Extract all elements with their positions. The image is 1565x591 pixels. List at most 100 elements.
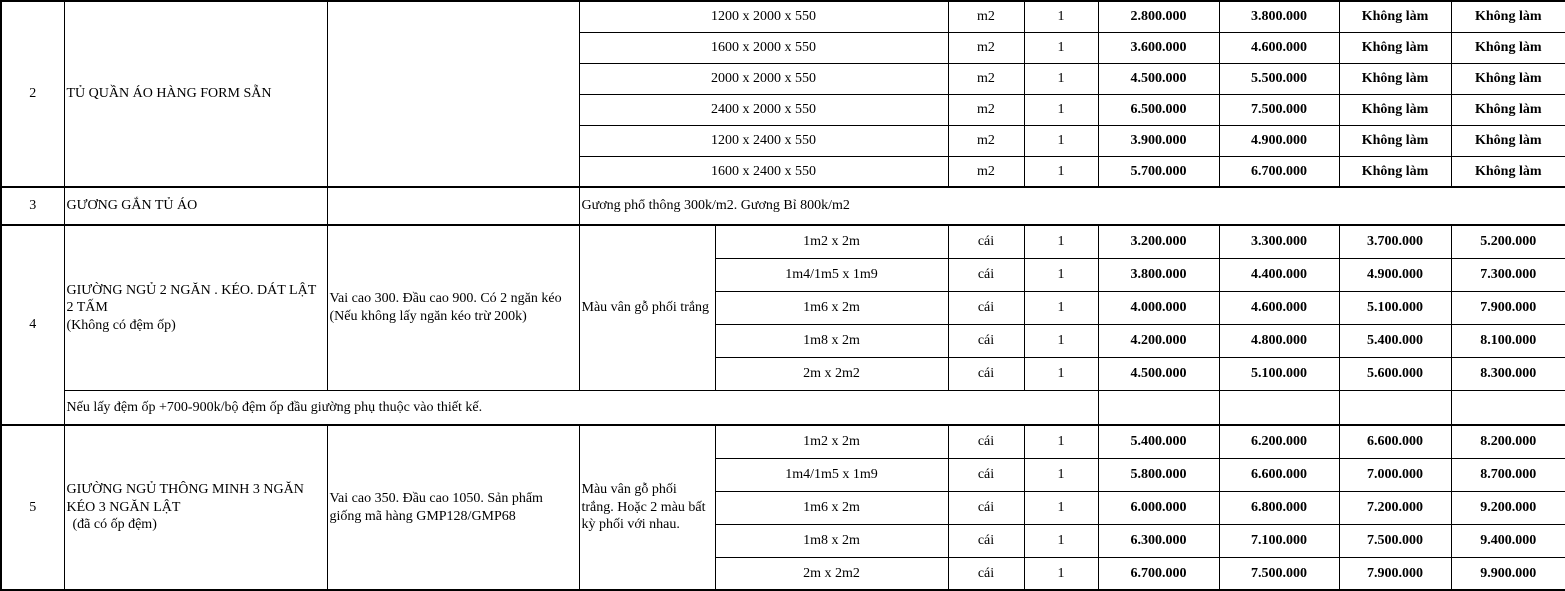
price-cell: 4.600.000 bbox=[1218, 290, 1340, 325]
qty-cell: 1 bbox=[1023, 490, 1099, 525]
unit-cell: m2 bbox=[947, 93, 1025, 126]
size-cell: 2m x 2m2 bbox=[714, 556, 949, 591]
size-cell: 1m6 x 2m bbox=[714, 290, 949, 325]
price-cell: 4.000.000 bbox=[1097, 290, 1220, 325]
qty-cell: 1 bbox=[1023, 124, 1099, 157]
unit-cell: cái bbox=[947, 523, 1025, 558]
unit-cell: cái bbox=[947, 257, 1025, 292]
price-cell: 8.100.000 bbox=[1450, 323, 1565, 358]
qty-cell: 1 bbox=[1023, 62, 1099, 95]
table-row: 3 GƯƠNG GẮN TỦ ÁO Gương phổ thông 300k/m… bbox=[0, 186, 1565, 226]
unit-cell: m2 bbox=[947, 0, 1025, 33]
table-row: 1m8 x 2m cái 1 6.300.000 7.100.000 7.500… bbox=[1, 523, 1565, 558]
price-cell: 3.800.000 bbox=[1097, 257, 1220, 292]
qty-cell: 1 bbox=[1023, 155, 1099, 188]
empty-cell bbox=[1097, 389, 1220, 426]
size-cell: 1600 x 2000 x 550 bbox=[578, 31, 949, 64]
size-cell: 2400 x 2000 x 550 bbox=[578, 93, 949, 126]
price-cell: Không làm bbox=[1338, 31, 1452, 64]
row-number: 2 bbox=[0, 0, 65, 188]
price-cell: 5.100.000 bbox=[1218, 356, 1340, 391]
unit-cell: m2 bbox=[947, 124, 1025, 157]
product-name-note: (Không có đệm ốp) bbox=[66, 317, 176, 333]
price-cell: 5.400.000 bbox=[1338, 323, 1452, 358]
price-cell: 9.200.000 bbox=[1450, 490, 1565, 525]
price-cell: 3.700.000 bbox=[1338, 224, 1452, 259]
price-cell: Không làm bbox=[1338, 93, 1452, 126]
qty-cell: 1 bbox=[1023, 556, 1099, 591]
product-name: GIƯỜNG NGỦ 2 NGĂN . KÉO. DÁT LẬT 2 TẤM (… bbox=[63, 224, 328, 391]
size-cell: 2000 x 2000 x 550 bbox=[578, 62, 949, 95]
price-cell: 5.100.000 bbox=[1338, 290, 1452, 325]
qty-cell: 1 bbox=[1023, 93, 1099, 126]
unit-cell: cái bbox=[947, 457, 1025, 492]
row-number: 5 bbox=[0, 424, 65, 591]
price-cell: 4.200.000 bbox=[1097, 323, 1220, 358]
qty-cell: 1 bbox=[1023, 0, 1099, 33]
price-cell: 6.600.000 bbox=[1338, 424, 1452, 459]
price-cell: 5.800.000 bbox=[1097, 457, 1220, 492]
price-cell: 2.800.000 bbox=[1097, 0, 1220, 33]
price-cell: 9.400.000 bbox=[1450, 523, 1565, 558]
product-desc: Vai cao 350. Đầu cao 1050. Sản phẩm giốn… bbox=[326, 424, 580, 591]
size-cell: 1m8 x 2m bbox=[714, 323, 949, 358]
size-cell: 1200 x 2000 x 550 bbox=[578, 0, 949, 33]
price-cell: 4.400.000 bbox=[1218, 257, 1340, 292]
qty-cell: 1 bbox=[1023, 457, 1099, 492]
size-cell: 1m2 x 2m bbox=[714, 424, 949, 459]
price-cell: 6.300.000 bbox=[1097, 523, 1220, 558]
price-cell: 4.900.000 bbox=[1218, 124, 1340, 157]
price-cell: 5.700.000 bbox=[1097, 155, 1220, 188]
price-cell: 7.500.000 bbox=[1218, 93, 1340, 126]
price-cell: 8.700.000 bbox=[1450, 457, 1565, 492]
unit-cell: cái bbox=[947, 323, 1025, 358]
unit-cell: m2 bbox=[947, 31, 1025, 64]
price-cell: 5.400.000 bbox=[1097, 424, 1220, 459]
table-row: 1m6 x 2m cái 1 4.000.000 4.600.000 5.100… bbox=[1, 290, 1565, 325]
price-cell: 3.600.000 bbox=[1097, 31, 1220, 64]
price-cell: 4.500.000 bbox=[1097, 62, 1220, 95]
qty-cell: 1 bbox=[1023, 257, 1099, 292]
price-cell: 3.900.000 bbox=[1097, 124, 1220, 157]
table-row: 1600 x 2000 x 550 m2 1 3.600.000 4.600.0… bbox=[1, 31, 1565, 64]
product-name-text: GIƯỜNG NGỦ 2 NGĂN . KÉO. DÁT LẬT 2 TẤM bbox=[66, 282, 317, 316]
price-cell: 6.200.000 bbox=[1218, 424, 1340, 459]
table-row: 4 GIƯỜNG NGỦ 2 NGĂN . KÉO. DÁT LẬT 2 TẤM… bbox=[0, 224, 1565, 426]
table-row: 1600 x 2400 x 550 m2 1 5.700.000 6.700.0… bbox=[1, 155, 1565, 188]
table-row: 1m8 x 2m cái 1 4.200.000 4.800.000 5.400… bbox=[1, 323, 1565, 358]
table-row: 2400 x 2000 x 550 m2 1 6.500.000 7.500.0… bbox=[1, 93, 1565, 126]
price-cell: 8.200.000 bbox=[1450, 424, 1565, 459]
qty-cell: 1 bbox=[1023, 523, 1099, 558]
unit-cell: m2 bbox=[947, 62, 1025, 95]
price-cell: 7.500.000 bbox=[1218, 556, 1340, 591]
product-name: TỦ QUẦN ÁO HÀNG FORM SẴN bbox=[63, 0, 328, 188]
qty-cell: 1 bbox=[1023, 224, 1099, 259]
price-cell: Không làm bbox=[1450, 62, 1565, 95]
unit-cell: cái bbox=[947, 224, 1025, 259]
price-cell: 6.500.000 bbox=[1097, 93, 1220, 126]
empty-desc-cell bbox=[326, 0, 580, 188]
unit-cell: cái bbox=[947, 556, 1025, 591]
table-row: 1m4/1m5 x 1m9 cái 1 5.800.000 6.600.000 … bbox=[1, 457, 1565, 492]
price-cell: Không làm bbox=[1450, 93, 1565, 126]
table-row: 2000 x 2000 x 550 m2 1 4.500.000 5.500.0… bbox=[1, 62, 1565, 95]
size-cell: 1m2 x 2m bbox=[714, 224, 949, 259]
price-cell: 3.300.000 bbox=[1218, 224, 1340, 259]
qty-cell: 1 bbox=[1023, 323, 1099, 358]
size-cell: 1m8 x 2m bbox=[714, 523, 949, 558]
qty-cell: 1 bbox=[1023, 31, 1099, 64]
price-cell: 7.500.000 bbox=[1338, 523, 1452, 558]
price-cell: Không làm bbox=[1450, 124, 1565, 157]
empty-cell bbox=[1338, 389, 1452, 426]
qty-cell: 1 bbox=[1023, 356, 1099, 391]
price-cell: Không làm bbox=[1338, 124, 1452, 157]
size-cell: 1m4/1m5 x 1m9 bbox=[714, 257, 949, 292]
table-row: 1m6 x 2m cái 1 6.000.000 6.800.000 7.200… bbox=[1, 490, 1565, 525]
price-cell: 7.300.000 bbox=[1450, 257, 1565, 292]
price-cell: Không làm bbox=[1450, 155, 1565, 188]
table-row: 5 GIƯỜNG NGỦ THÔNG MINH 3 NGĂN KÉO 3 NGĂ… bbox=[0, 424, 1565, 591]
table-row: 1200 x 2400 x 550 m2 1 3.900.000 4.900.0… bbox=[1, 124, 1565, 157]
empty-desc-cell bbox=[326, 186, 580, 226]
price-cell: Không làm bbox=[1338, 62, 1452, 95]
price-cell: 4.900.000 bbox=[1338, 257, 1452, 292]
